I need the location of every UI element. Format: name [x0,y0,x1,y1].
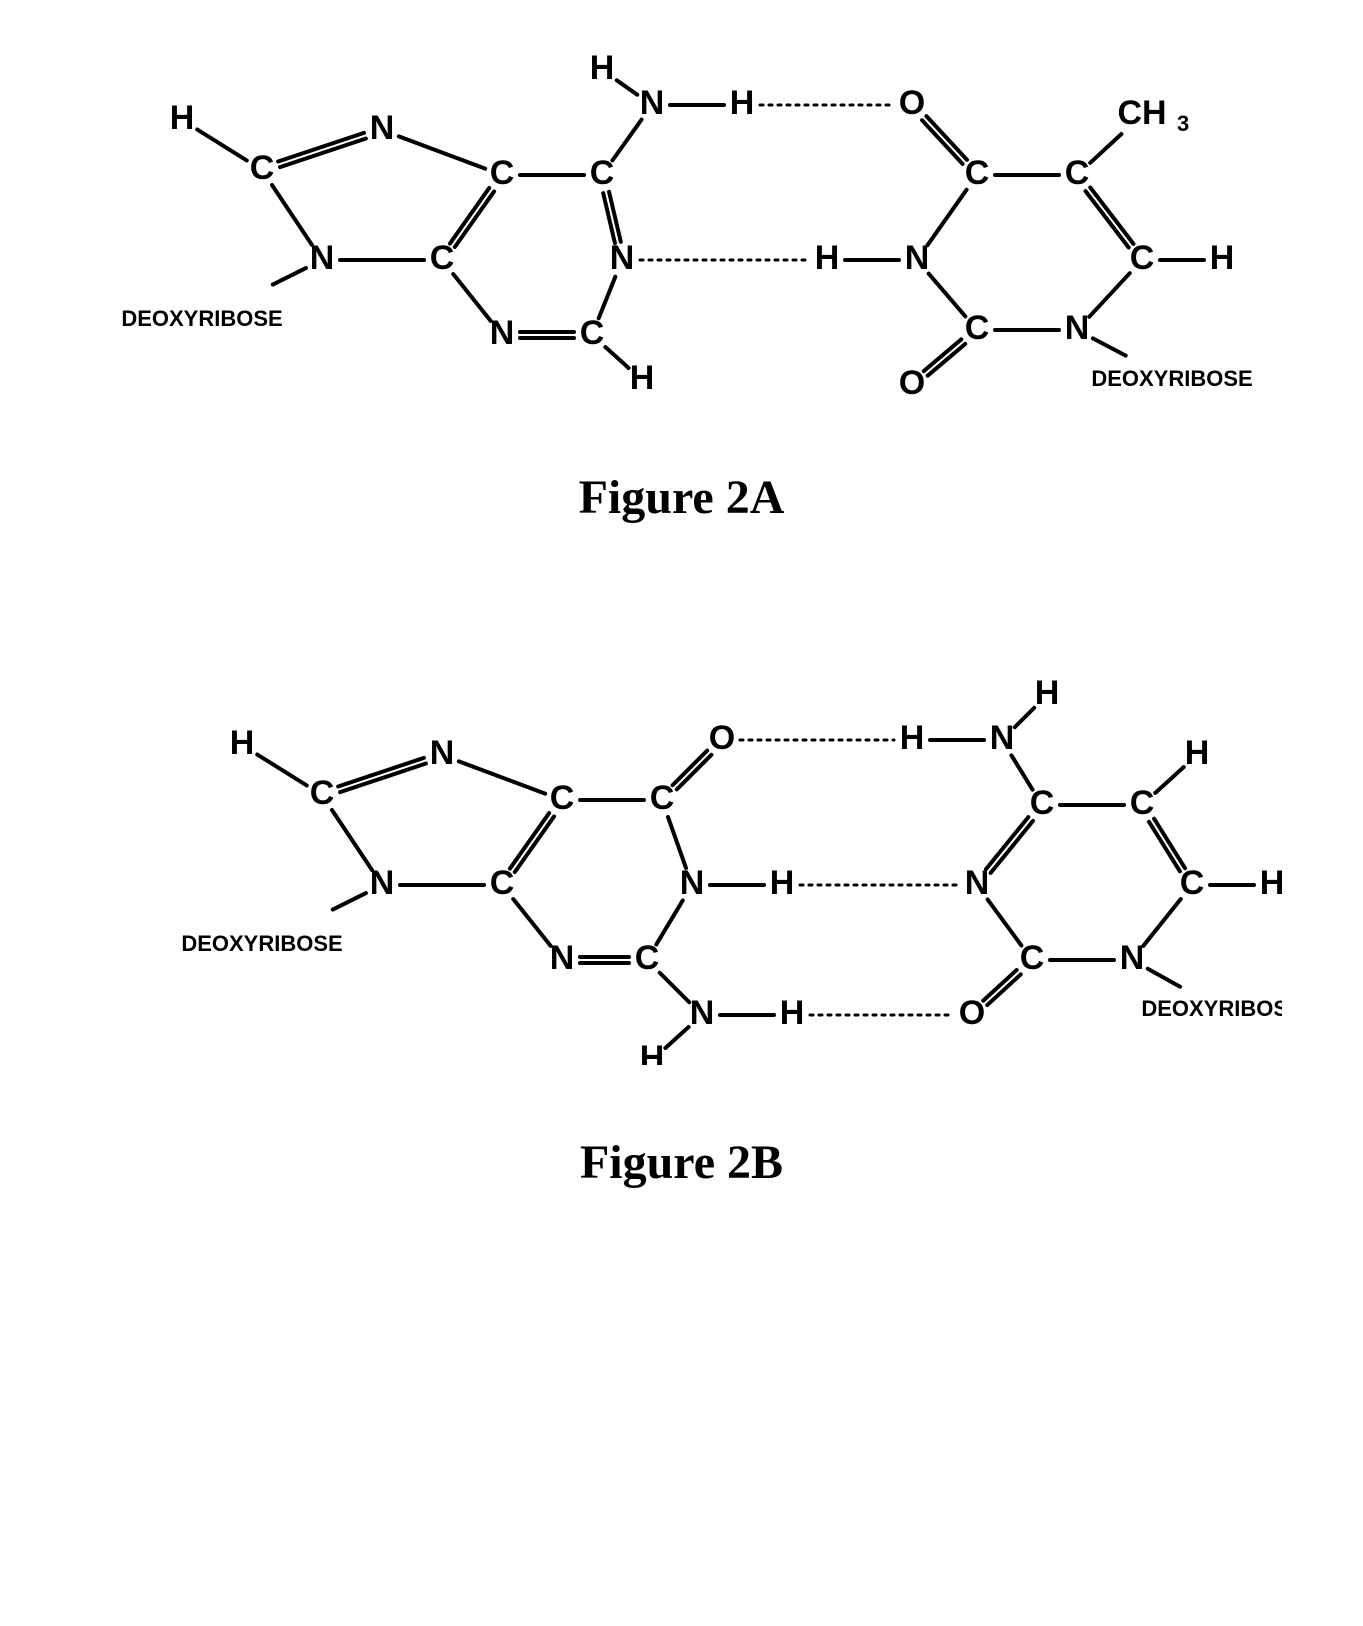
atom-O1: O [708,719,734,757]
atom-C7: C [1064,154,1089,192]
atom-H1: H [169,99,194,137]
atom-C2: C [429,239,454,277]
atom-C8: C [1129,239,1154,277]
atom-N3: N [609,239,634,277]
atom-N2: N [309,239,334,277]
atom-C9: C [964,309,989,347]
atom-H8: H [1259,864,1281,902]
atom-N1: N [369,109,394,147]
atom-N4: N [549,939,574,977]
atom-dr1: DEOXYRIBOSE [121,306,282,331]
atom-H6: H [1034,674,1059,712]
atom-H6: H [814,239,839,277]
atom-H7: H [1184,734,1209,772]
atom-dr2: DEOXYRIBOSE [1091,366,1252,391]
atom-H4: H [729,84,754,122]
atom-N5: N [689,994,714,1032]
atom-N7: N [1119,939,1144,977]
atom-H2: H [769,864,794,902]
atom-C6: C [1029,784,1054,822]
atom-H5: H [899,719,924,757]
figure-2a-svg: DEOXYRIBOSEHCNNCCCNNCHNHHOCCCH3CHNCONHDE… [82,40,1282,400]
atom-H3: H [779,994,804,1032]
atom-C3: C [489,154,514,192]
atom-dr2: DEOXYRIBOSE [1141,996,1282,1021]
atom-C3: C [549,779,574,817]
atom-N3: N [679,864,704,902]
atom-H5: H [1209,239,1234,277]
atom-H3: H [589,49,614,87]
atom-C8: C [1179,864,1204,902]
atom-C1: C [249,149,274,187]
figure-2b-svg: DEOXYRIBOSEHCNNCCCONHNCNHHHNHCCHCHNDEOXY… [82,645,1282,1065]
atom-C5: C [634,939,659,977]
atom-N8: N [964,864,989,902]
atom-O2: O [898,364,924,400]
atom-N4: N [489,314,514,352]
atom-N1: N [429,734,454,772]
atom-H1: H [229,724,254,762]
atom-C6: C [964,154,989,192]
atom-C1: C [309,774,334,812]
atom-dr1: DEOXYRIBOSE [181,931,342,956]
atom-O1: O [898,84,924,122]
atom-H2: H [629,359,654,397]
atom-N6: N [989,719,1014,757]
figure-2b-container: DEOXYRIBOSEHCNNCCCONHNCNHHHNHCCHCHNDEOXY… [40,645,1323,1190]
atom-C2: C [489,864,514,902]
figure-2a-container: DEOXYRIBOSEHCNNCCCNNCHNHHOCCCH3CHNCONHDE… [40,40,1323,525]
atom-C9: C [1019,939,1044,977]
atom-C7: C [1129,784,1154,822]
figure-2b-caption: Figure 2B [40,1135,1323,1190]
atom-N7: N [904,239,929,277]
figure-2a-caption: Figure 2A [40,470,1323,525]
atom-N2: N [369,864,394,902]
atom-H4: H [639,1039,664,1065]
atom-CH3: CH [1117,94,1166,132]
atom-C4: C [649,779,674,817]
atom-N5: N [639,84,664,122]
atom-sub3: 3 [1177,111,1189,136]
atom-N6: N [1064,309,1089,347]
atom-C4: C [589,154,614,192]
atom-O2: O [958,994,984,1032]
atom-C5: C [579,314,604,352]
